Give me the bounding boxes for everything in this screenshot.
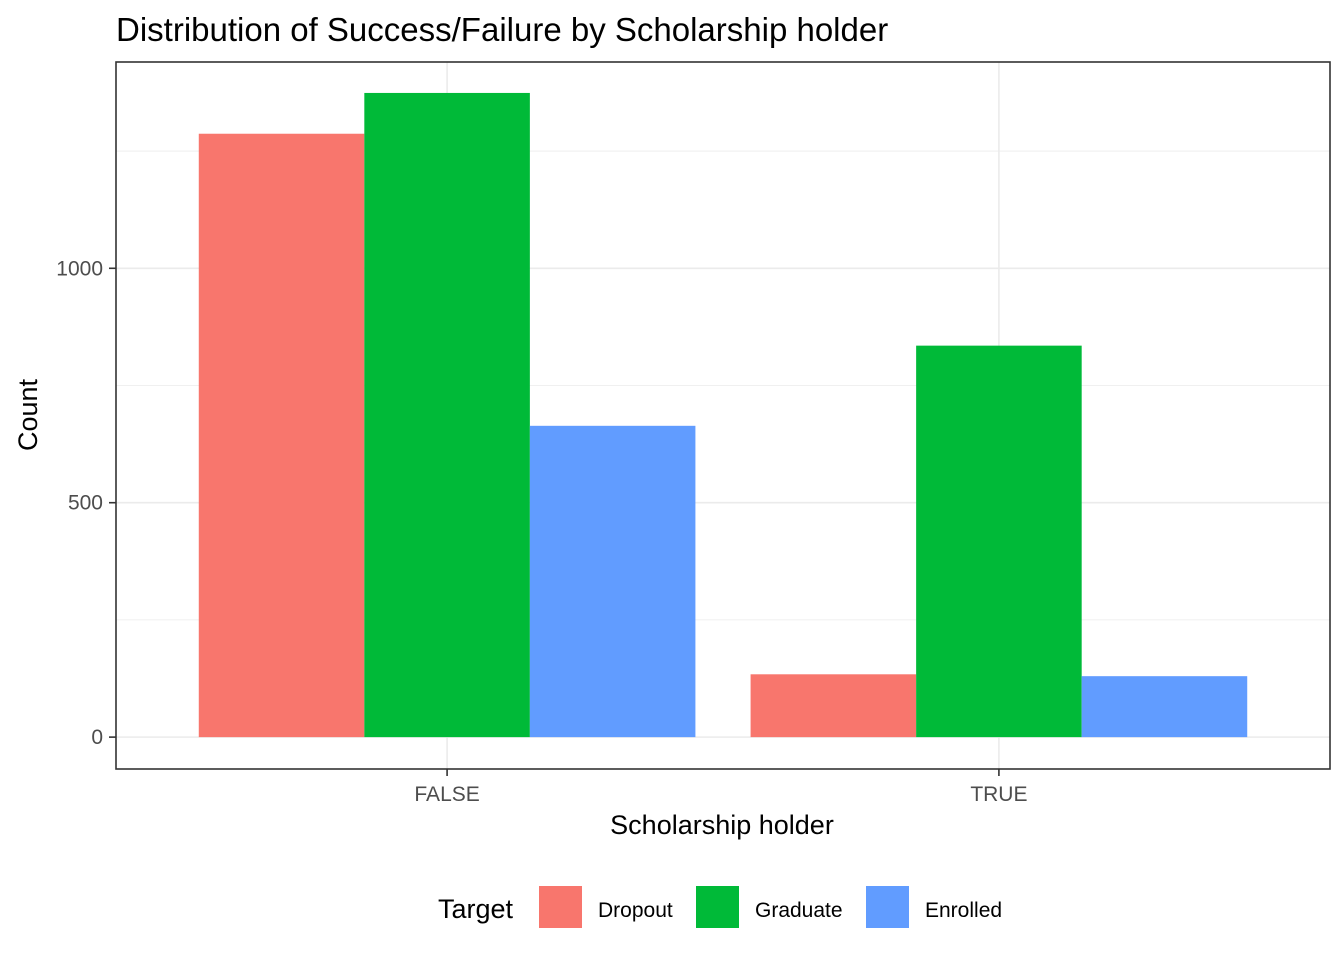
legend-items: Dropout Graduate Enrolled — [539, 886, 1002, 928]
x-tick-label: FALSE — [414, 783, 479, 806]
legend-key-graduate — [696, 886, 739, 928]
bar-true-graduate — [916, 345, 1082, 738]
y-tick-label: 0 — [91, 726, 103, 749]
y-axis-title: Count — [13, 378, 43, 451]
chart-title: Distribution of Success/Failure by Schol… — [116, 11, 888, 48]
legend-label-graduate: Graduate — [755, 899, 843, 922]
bar-false-enrolled — [529, 425, 696, 738]
x-axis: FALSE TRUE — [414, 769, 1027, 806]
legend-key-dropout — [539, 886, 582, 928]
y-tick-label: 1000 — [56, 257, 103, 280]
panel-border — [115, 61, 1331, 770]
legend-label-dropout: Dropout — [598, 899, 673, 922]
bar-false-graduate — [364, 92, 530, 738]
x-tick-label: TRUE — [970, 783, 1027, 806]
y-axis: 0 500 1000 — [56, 257, 116, 749]
bar-false-dropout — [198, 133, 365, 738]
bar-true-enrolled — [1081, 676, 1248, 738]
x-axis-title: Scholarship holder — [610, 810, 834, 840]
bars — [198, 92, 1248, 738]
plot-panel — [115, 61, 1331, 770]
legend-key-enrolled — [866, 886, 909, 928]
legend-label-enrolled: Enrolled — [925, 899, 1002, 922]
bar-true-dropout — [750, 674, 917, 738]
legend: Target Dropout Graduate Enrolled — [438, 886, 1002, 928]
y-tick-label: 500 — [68, 492, 103, 515]
legend-title: Target — [438, 894, 514, 924]
